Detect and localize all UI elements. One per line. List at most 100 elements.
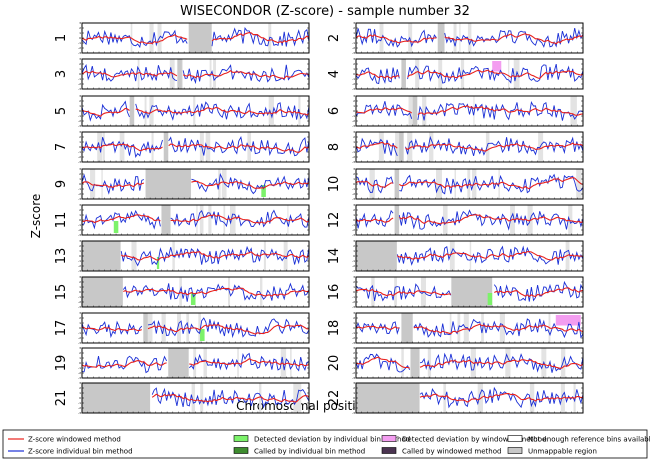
chromosome-label: 17 — [54, 320, 69, 337]
minor-band — [213, 59, 217, 89]
unmappable-region — [412, 96, 418, 126]
legend-label: Z-score individual bin method — [28, 448, 133, 456]
y-tick-label: 0 — [79, 109, 81, 113]
y-tick-label: 2 — [79, 26, 81, 30]
minor-band — [576, 169, 582, 199]
y-tick-label: -2 — [352, 300, 355, 304]
y-tick-label: 2 — [79, 244, 81, 248]
minor-band — [453, 23, 457, 53]
series-individual-bin-chr-8 — [356, 135, 583, 157]
y-tick-label: -2 — [352, 192, 355, 196]
y-tick-label: 3 — [353, 239, 355, 243]
y-tick-label: 3 — [79, 239, 81, 243]
minor-band — [198, 313, 201, 343]
y-tick-label: 0 — [353, 396, 355, 400]
minor-band — [568, 205, 573, 235]
minor-band — [427, 348, 432, 378]
detected-deviation-individual — [190, 293, 196, 305]
y-tick-label: 0 — [79, 72, 81, 76]
y-tick-label: 0 — [353, 182, 355, 186]
legend-box-swatch — [233, 435, 249, 442]
series-individual-bin-chr-3 — [82, 64, 309, 85]
chromosome-label: 22 — [327, 390, 342, 407]
minor-band — [459, 23, 461, 53]
y-tick-label: -2 — [78, 192, 81, 196]
y-tick-label: -3 — [352, 376, 355, 380]
series-windowed-chr-21 — [151, 393, 309, 403]
y-tick-label: -1 — [352, 41, 355, 45]
series-windowed-chr-22 — [419, 393, 583, 403]
y-tick-label: 2 — [79, 99, 81, 103]
y-tick-label: -1 — [352, 223, 355, 227]
y-tick-label: 1 — [353, 249, 355, 253]
unmappable-region — [410, 348, 420, 378]
minor-band — [131, 241, 137, 271]
y-tick-label: -2 — [78, 406, 81, 410]
series-individual-bin-chr-10 — [356, 173, 583, 195]
y-tick-label: -2 — [352, 46, 355, 50]
y-tick-label: -1 — [78, 187, 81, 191]
y-tick-label: 2 — [79, 172, 81, 176]
y-tick-label: 2 — [353, 172, 355, 176]
y-tick-label: -2 — [78, 300, 81, 304]
series-windowed-chr-17 — [82, 323, 309, 335]
minor-band — [467, 23, 472, 53]
minor-band — [119, 132, 125, 162]
legend-label: Detected deviation by windowed method — [402, 436, 546, 444]
y-tick-label: -1 — [78, 331, 81, 335]
y-tick-label: -3 — [352, 305, 355, 309]
chromosome-label: 19 — [54, 355, 69, 372]
unmappable-region — [163, 132, 169, 162]
minor-band — [193, 96, 196, 126]
y-tick-label: -2 — [78, 82, 81, 86]
y-tick-label: 1 — [353, 213, 355, 217]
minor-band — [200, 383, 204, 413]
y-tick-label: 3 — [353, 167, 355, 171]
unmappable-region — [356, 241, 397, 271]
minor-band — [394, 277, 397, 307]
y-tick-label: -1 — [78, 114, 81, 118]
unmappable-region — [177, 59, 182, 89]
chromosome-label: 1 — [54, 34, 69, 42]
legend-item: Called by individual bin method — [233, 447, 365, 456]
series-windowed-chr-19 — [82, 358, 309, 368]
minor-band — [442, 205, 448, 235]
y-tick-label: -3 — [78, 87, 81, 91]
minor-band — [293, 383, 297, 413]
minor-band — [508, 59, 510, 89]
minor-band — [149, 96, 154, 126]
minor-band — [514, 59, 520, 89]
chromosome-label: 4 — [327, 70, 342, 78]
y-tick-label: 3 — [353, 21, 355, 25]
minor-band — [144, 96, 147, 126]
legend-label: Called by windowed method — [402, 448, 501, 456]
y-tick-label: 2 — [79, 351, 81, 355]
legend-frame — [2, 429, 648, 459]
minor-band — [203, 348, 207, 378]
minor-band — [449, 313, 452, 343]
y-tick-label: 1 — [79, 213, 81, 217]
y-tick-label: 1 — [79, 140, 81, 144]
y-tick-label: -3 — [352, 160, 355, 164]
y-tick-label: 3 — [353, 381, 355, 385]
series-individual-bin-chr-16 — [356, 280, 583, 302]
y-tick-label: -1 — [78, 295, 81, 299]
y-tick-label: 3 — [79, 130, 81, 134]
series-windowed-chr-1 — [82, 32, 309, 45]
y-tick-label: -3 — [78, 305, 81, 309]
series-individual-bin-chr-21 — [151, 387, 309, 409]
y-tick-label: 2 — [79, 316, 81, 320]
minor-band — [196, 205, 198, 235]
minor-band — [454, 169, 456, 199]
series-windowed-chr-3 — [82, 70, 309, 80]
y-tick-label: 2 — [79, 135, 81, 139]
legend-label: Not enough reference bins available — [528, 436, 650, 444]
y-tick-label: 1 — [79, 67, 81, 71]
y-tick-label: 1 — [353, 177, 355, 181]
